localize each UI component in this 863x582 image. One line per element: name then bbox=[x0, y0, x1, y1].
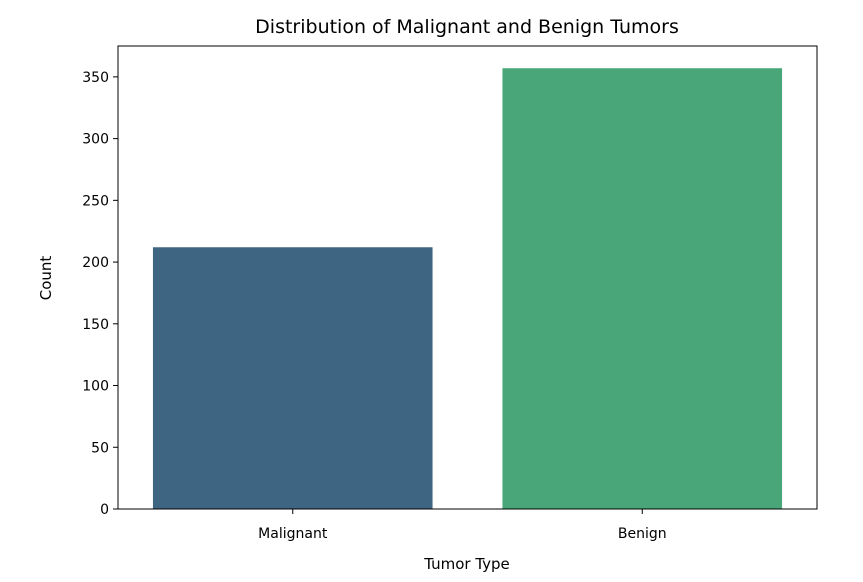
x-tick-label: Benign bbox=[618, 526, 667, 542]
y-tick-label: 150 bbox=[82, 317, 109, 333]
y-axis-label: Count bbox=[37, 256, 55, 301]
y-axis: 0 50 100 150 200 250 300 350 bbox=[82, 70, 118, 518]
x-tick-label: Malignant bbox=[258, 526, 328, 542]
plot-frame bbox=[117, 45, 818, 510]
x-axis-label: Tumor Type bbox=[423, 555, 510, 573]
bars-layer bbox=[152, 68, 783, 509]
y-tick-label: 350 bbox=[82, 70, 109, 86]
y-tick-label: 200 bbox=[82, 255, 109, 271]
y-tick-label: 300 bbox=[82, 132, 109, 148]
bar-malignant bbox=[152, 247, 433, 509]
chart-title: Distribution of Malignant and Benign Tum… bbox=[255, 16, 679, 38]
x-axis: Malignant Benign bbox=[258, 509, 667, 542]
y-tick-label: 50 bbox=[91, 440, 109, 456]
y-tick-label: 250 bbox=[82, 193, 109, 209]
bar-benign bbox=[502, 68, 783, 509]
y-tick-label: 100 bbox=[82, 379, 109, 395]
y-tick-label: 0 bbox=[100, 502, 109, 518]
